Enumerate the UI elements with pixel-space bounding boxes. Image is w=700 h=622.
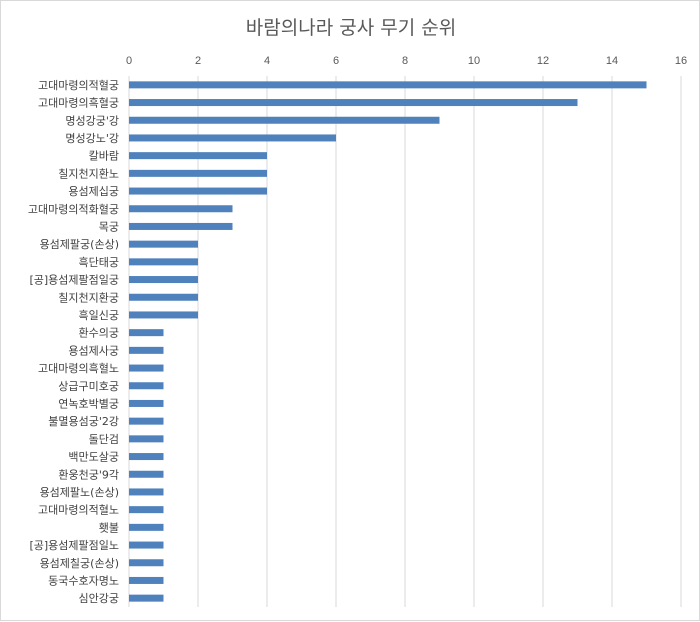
category-label: 용섬제칠궁(손상) xyxy=(40,557,119,570)
bar-23 xyxy=(129,488,164,496)
bar-3 xyxy=(129,134,336,142)
bar-22 xyxy=(129,470,164,478)
category-label: 칠지천지환노 xyxy=(58,166,119,180)
category-label: 돌단검 xyxy=(89,433,119,446)
x-tick-label: 16 xyxy=(675,55,687,67)
bar-21 xyxy=(129,453,164,461)
category-label: 고대마령의흑혈노 xyxy=(38,361,119,375)
category-label: 목궁 xyxy=(99,220,119,233)
category-label: 환웅천궁'9각 xyxy=(58,467,119,481)
bar-28 xyxy=(129,576,164,584)
category-label: 동국수호자명노 xyxy=(48,574,119,587)
bar-4 xyxy=(129,152,267,160)
category-label: 용섬제팔궁(손상) xyxy=(40,238,119,251)
bar-25 xyxy=(129,523,164,531)
category-label: 고대마령의흑혈궁 xyxy=(38,96,119,110)
bar-8 xyxy=(129,222,233,230)
bar-13 xyxy=(129,311,198,319)
category-label: 칼바람 xyxy=(89,150,119,163)
bar-5 xyxy=(129,169,267,177)
x-tick-label: 10 xyxy=(468,55,480,67)
chart-title: 바람의나라 궁사 무기 순위 xyxy=(245,17,457,39)
x-tick-label: 6 xyxy=(333,55,339,67)
bar-7 xyxy=(129,205,233,213)
x-tick-label: 0 xyxy=(126,55,132,67)
bar-27 xyxy=(129,559,164,567)
category-label: 흑단태궁 xyxy=(79,255,119,269)
bar-0 xyxy=(129,81,647,89)
bar-12 xyxy=(129,293,198,301)
category-label: 용섬제십궁 xyxy=(68,185,119,198)
bar-24 xyxy=(129,506,164,514)
category-labels: 고대마령의적혈궁고대마령의흑혈궁명성강궁'강명성강노'강칼바람칠지천지환노용섬제… xyxy=(28,78,119,605)
category-label: 연녹호박별궁 xyxy=(58,397,119,410)
x-tick-label: 14 xyxy=(606,55,618,67)
bar-6 xyxy=(129,187,267,195)
bar-9 xyxy=(129,240,198,248)
category-label: 용섬제팔노(손상) xyxy=(40,486,119,499)
category-label: [공]용섬제팔점일궁 xyxy=(29,273,119,287)
bar-2 xyxy=(129,116,440,124)
bars xyxy=(129,81,647,602)
bar-26 xyxy=(129,541,164,549)
bar-19 xyxy=(129,417,164,425)
bar-17 xyxy=(129,382,164,390)
category-label: 흑일신궁 xyxy=(79,308,119,322)
x-axis-ticks: 0 2 4 6 8 10 12 14 16 xyxy=(126,55,687,67)
category-label: 고대마령의적화혈궁 xyxy=(28,202,119,216)
x-tick-label: 12 xyxy=(537,55,549,67)
category-label: 명성강노'강 xyxy=(65,132,119,145)
x-tick-label: 2 xyxy=(195,55,201,67)
category-label: 상급구미호궁 xyxy=(58,380,119,393)
category-label: 환수의궁 xyxy=(79,327,119,340)
bar-16 xyxy=(129,364,164,372)
category-label: 불멸용섬궁'2강 xyxy=(48,415,119,428)
category-label: 횃불 xyxy=(99,520,119,534)
bar-18 xyxy=(129,399,164,407)
category-label: 심안강궁 xyxy=(79,592,119,605)
bar-14 xyxy=(129,329,164,337)
x-tick-label: 4 xyxy=(264,55,270,67)
category-label: 칠지천지환궁 xyxy=(58,290,119,304)
category-label: [공]용섬제팔점일노 xyxy=(29,538,119,552)
bar-29 xyxy=(129,594,164,602)
category-label: 용섬제사궁 xyxy=(68,344,119,357)
category-label: 명성강궁'강 xyxy=(65,114,119,127)
bar-11 xyxy=(129,276,198,284)
category-label: 고대마령의적혈노 xyxy=(38,503,119,517)
bar-1 xyxy=(129,99,578,107)
grid-lines xyxy=(128,76,682,607)
bar-10 xyxy=(129,258,198,266)
x-tick-label: 8 xyxy=(402,55,408,67)
category-label: 고대마령의적혈궁 xyxy=(38,78,119,92)
bar-15 xyxy=(129,346,164,354)
bar-20 xyxy=(129,435,164,443)
category-label: 백만도살궁 xyxy=(68,451,119,464)
